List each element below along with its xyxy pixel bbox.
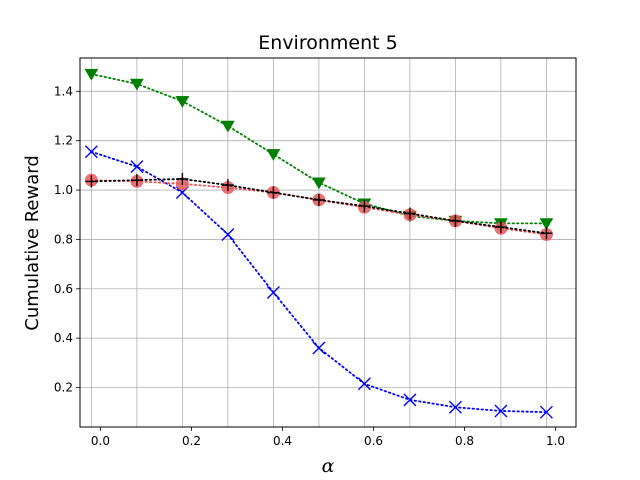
data-point <box>129 78 144 91</box>
y-axis-label: Cumulative Reward <box>22 155 43 331</box>
data-point <box>312 193 325 206</box>
data-point <box>130 174 143 187</box>
y-tick-label: 0.6 <box>54 282 73 296</box>
y-tick-label: 0.8 <box>54 232 73 246</box>
data-point <box>84 145 98 159</box>
x-tick-label: 0.4 <box>273 434 292 448</box>
data-point <box>403 393 417 407</box>
y-tick-label: 1.0 <box>54 183 73 197</box>
data-point <box>220 120 235 133</box>
data-point <box>84 68 99 81</box>
data-point <box>403 207 416 220</box>
y-tick-label: 0.4 <box>54 331 73 345</box>
data-point <box>130 160 144 174</box>
data-point <box>539 405 553 419</box>
data-point <box>494 404 508 418</box>
x-tick-label: 0.0 <box>91 434 110 448</box>
y-tick-label: 0.2 <box>54 381 73 395</box>
y-axis: 0.2 0.4 0.6 0.8 1.0 1.2 1.4 <box>54 84 80 395</box>
y-tick-label: 1.2 <box>54 134 73 148</box>
y-tick-label: 1.4 <box>54 84 73 98</box>
data-point <box>221 179 234 192</box>
data-point <box>312 341 326 355</box>
data-point <box>448 400 462 414</box>
data-point <box>85 175 98 188</box>
grid <box>80 58 576 427</box>
chart-title: Environment 5 <box>258 32 397 54</box>
data-point <box>357 377 371 391</box>
data-point <box>266 149 281 161</box>
data-point <box>176 172 189 185</box>
data-point <box>175 96 190 108</box>
x-axis: 0.0 0.2 0.4 0.6 0.8 1.0 <box>91 427 565 448</box>
series-x <box>84 145 553 419</box>
data-point <box>540 227 553 240</box>
data-point <box>358 200 371 213</box>
data-point <box>267 186 280 199</box>
series-plus <box>85 172 553 240</box>
data-point <box>311 177 326 190</box>
plot-frame <box>79 57 577 428</box>
data-point <box>266 285 280 299</box>
x-tick-label: 0.6 <box>364 434 383 448</box>
x-tick-label: 1.0 <box>546 434 565 448</box>
data-point <box>494 221 507 234</box>
data-point <box>449 214 462 227</box>
x-axis-label: α <box>322 455 335 477</box>
x-tick-label: 0.8 <box>455 434 474 448</box>
data-point <box>221 227 235 241</box>
x-tick-label: 0.2 <box>182 434 201 448</box>
series-layer <box>84 68 554 419</box>
data-point <box>539 218 554 231</box>
